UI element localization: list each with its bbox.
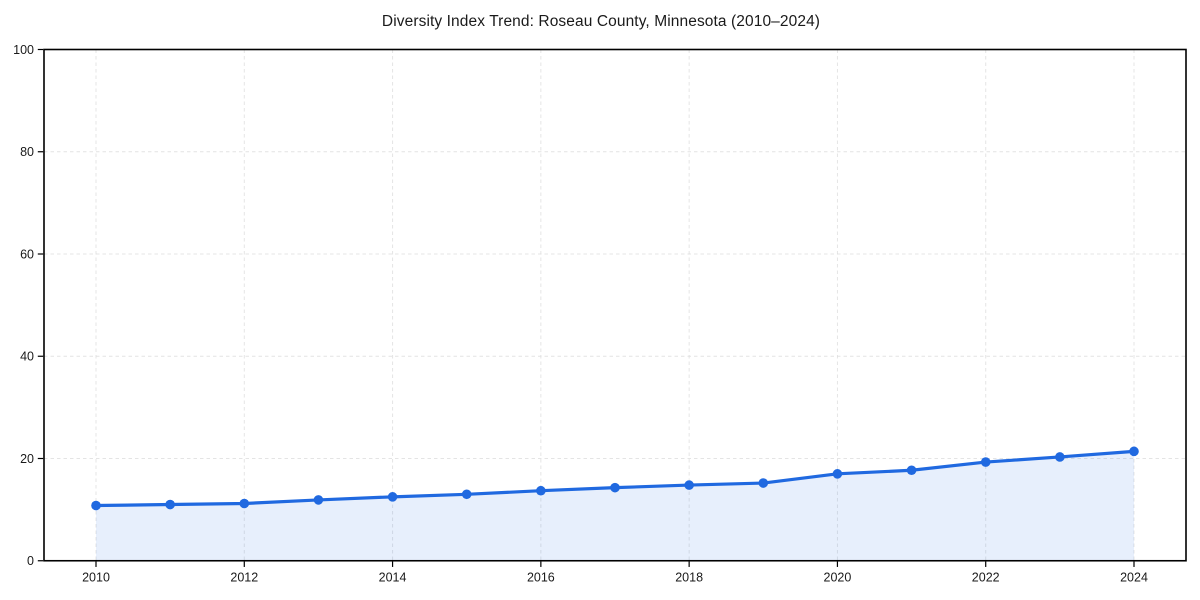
data-point-2010	[91, 500, 101, 511]
y-tick-label: 60	[20, 247, 34, 261]
data-point-2012	[239, 498, 250, 509]
data-point-2014	[387, 492, 398, 502]
x-tick-label: 2014	[379, 570, 407, 584]
data-point-2017	[610, 482, 620, 493]
x-tick-label: 2020	[824, 570, 852, 584]
plot-border	[43, 48, 1187, 562]
data-point-2013	[313, 495, 324, 505]
y-tick-label: 20	[20, 452, 34, 466]
data-point-2020	[832, 469, 843, 479]
x-tick-label: 2018	[675, 570, 703, 584]
x-tick-label: 2010	[82, 570, 110, 584]
data-point-2018	[684, 480, 694, 490]
area-fill	[96, 451, 1134, 561]
y-tick-label: 80	[20, 145, 34, 159]
data-point-2022	[980, 457, 991, 467]
data-point-2015	[461, 489, 472, 500]
y-tick-label: 100	[13, 43, 34, 57]
x-tick-label: 2016	[527, 570, 555, 584]
y-tick-label: 0	[27, 554, 34, 568]
x-tick-label: 2022	[972, 570, 1000, 584]
data-point-2019	[758, 478, 769, 488]
data-point-2011	[165, 499, 175, 510]
x-tick-label: 2024	[1120, 570, 1148, 584]
x-tick-label: 2012	[230, 570, 258, 584]
data-point-2023	[1055, 452, 1065, 462]
chart-title: Diversity Index Trend: Roseau County, Mi…	[381, 13, 821, 30]
data-point-2021	[906, 465, 917, 476]
data-point-2016	[536, 485, 546, 496]
data-point-2024	[1129, 446, 1139, 457]
y-tick-label: 40	[20, 350, 34, 364]
